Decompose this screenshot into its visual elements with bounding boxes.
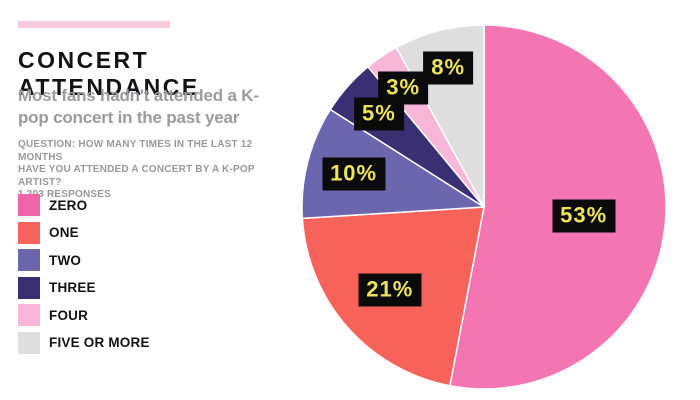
legend-item-five-or-more: FIVE OR MORE xyxy=(18,331,150,354)
accent-bar xyxy=(18,21,170,28)
legend-swatch-five-or-more xyxy=(18,331,40,354)
page-title: CONCERT ATTENDANCE xyxy=(18,47,200,101)
legend-item-zero: ZERO xyxy=(18,194,150,216)
pie-value-label-zero: 53% xyxy=(552,199,616,233)
pie-value-label-two: 10% xyxy=(322,157,386,190)
legend-swatch-zero xyxy=(18,194,40,216)
pie-value-label-four: 3% xyxy=(378,71,429,105)
legend-item-two: TWO xyxy=(18,249,150,271)
legend-label-three: THREE xyxy=(49,280,96,295)
legend-item-four: FOUR xyxy=(18,304,150,326)
legend-label-four: FOUR xyxy=(49,307,89,323)
subtitle: Most fans hadn't attended a K-pop concer… xyxy=(18,86,259,127)
pie-slice-two xyxy=(301,108,485,220)
pie-value-label-five-or-more: 8% xyxy=(423,51,474,85)
legend-swatch-four xyxy=(18,304,40,326)
legend-label-two: TWO xyxy=(49,252,82,268)
legend-swatch-one xyxy=(18,221,40,244)
question-text: QUESTION: HOW MANY TIMES IN THE LAST 12 … xyxy=(18,139,255,200)
legend-label-one: ONE xyxy=(49,225,79,240)
pie-value-label-one: 21% xyxy=(358,273,422,307)
legend-swatch-two xyxy=(18,249,40,271)
pie-chart: 53% 21% 10% 5% 3% 8% xyxy=(300,23,668,391)
legend-label-zero: ZERO xyxy=(49,197,88,213)
legend-item-one: ONE xyxy=(18,221,150,244)
legend: ZERO ONE TWO THREE FOUR FIVE OR MORE xyxy=(18,194,150,359)
legend-swatch-three xyxy=(18,276,40,299)
legend-item-three: THREE xyxy=(18,276,150,299)
legend-label-five-or-more: FIVE OR MORE xyxy=(49,335,150,350)
